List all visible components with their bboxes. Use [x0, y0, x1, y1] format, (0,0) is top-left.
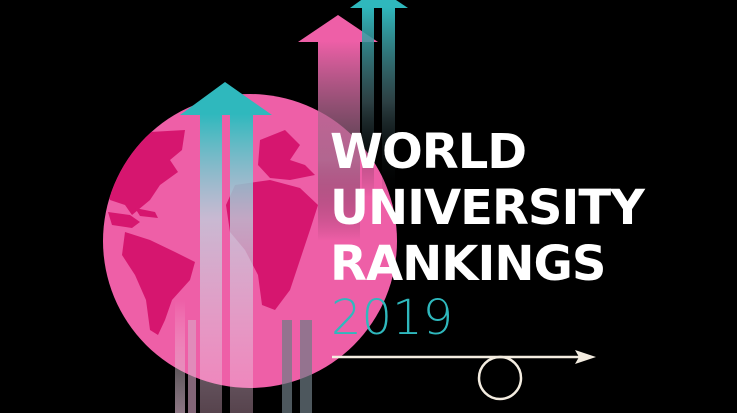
title-line-2: UNIVERSITY — [330, 180, 645, 236]
up-arrow-icon — [350, 0, 408, 197]
streak — [300, 320, 312, 413]
streak — [175, 300, 185, 413]
title-line-1: WORLD — [330, 124, 527, 180]
title-line-3: RANKINGS — [330, 236, 606, 292]
circle-marker-icon — [477, 355, 523, 401]
timeline-arrow-icon — [332, 350, 596, 364]
streak — [188, 320, 196, 413]
up-arrow-icon — [180, 82, 272, 413]
streak — [282, 320, 292, 413]
up-arrow-icon — [298, 15, 378, 241]
year-label: 2019 — [331, 290, 454, 346]
